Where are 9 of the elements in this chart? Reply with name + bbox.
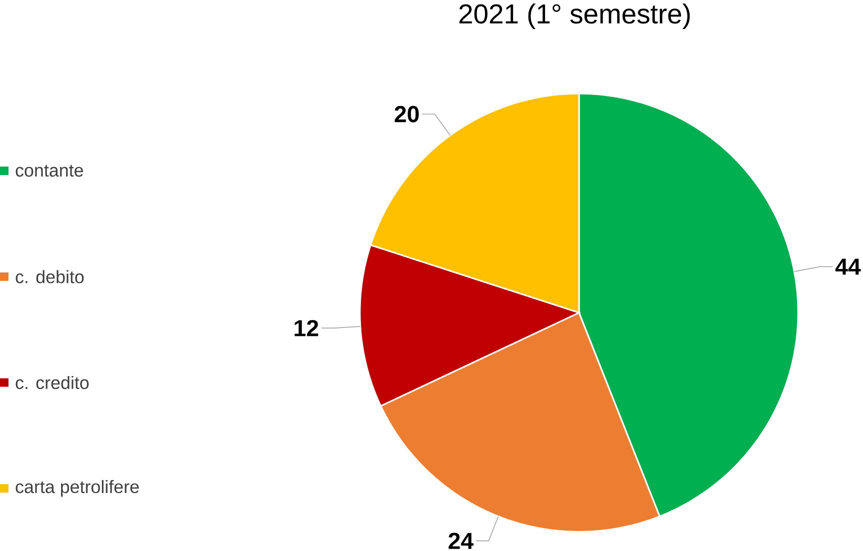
legend-label: carta petrolifere [16, 480, 139, 497]
legend-label: c. credito [16, 376, 89, 390]
chart-title: 2021 (1° semestre) [459, 3, 690, 30]
legend-label: c. debito [16, 270, 84, 284]
data-label: 12 [294, 320, 318, 336]
data-label: 24 [448, 532, 474, 549]
legend-label: contante [16, 164, 84, 177]
data-label: 44 [835, 258, 861, 275]
data-label: 20 [394, 106, 419, 122]
